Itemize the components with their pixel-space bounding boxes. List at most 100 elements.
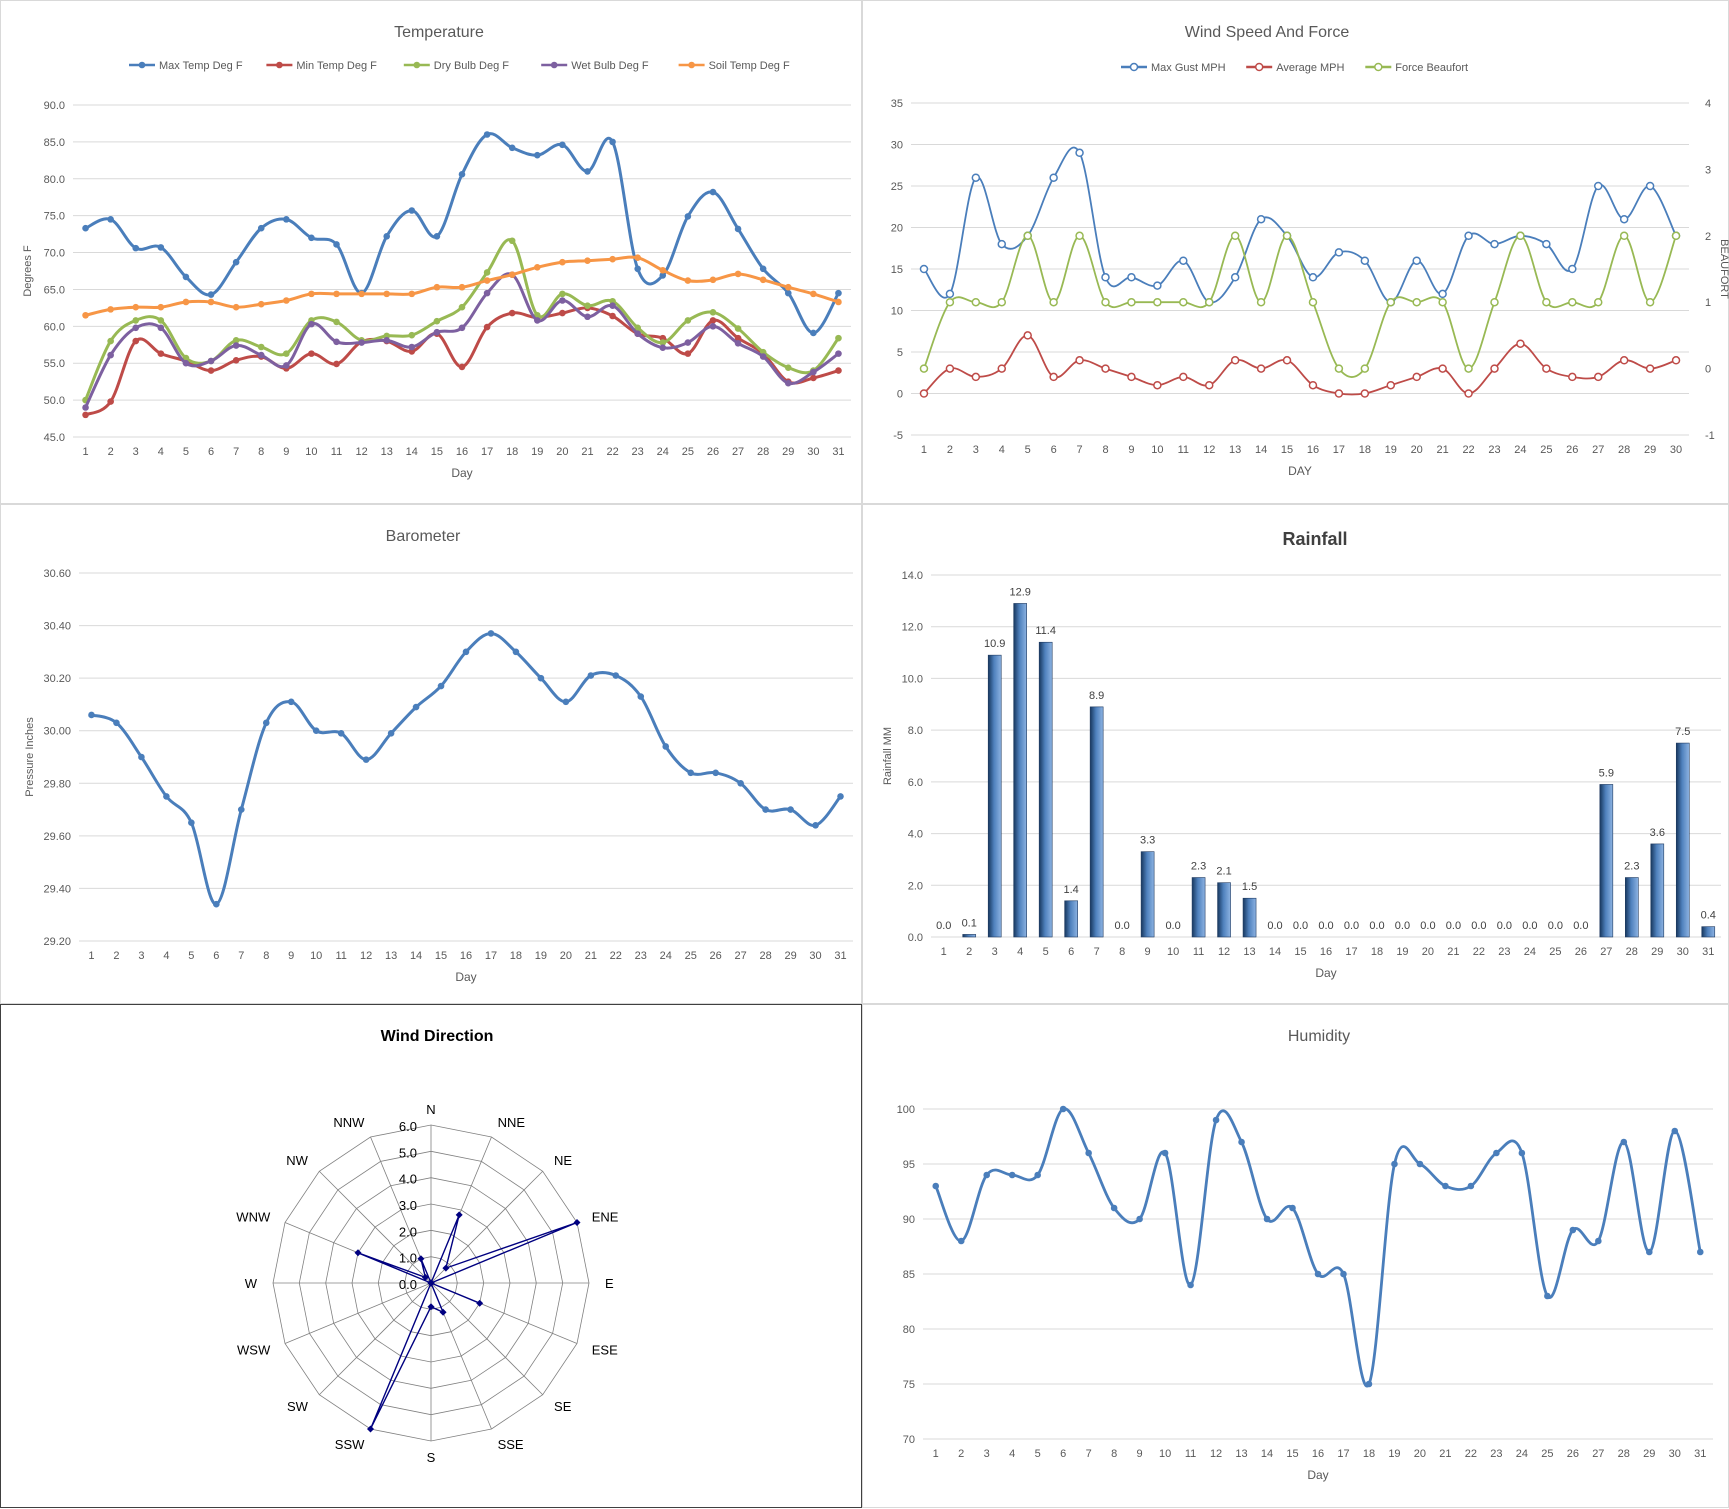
humidity-x-tick-label: 9 bbox=[1137, 1448, 1143, 1460]
rainfall-x-tick-label: 29 bbox=[1651, 946, 1663, 958]
barometer-y-axis-title: Pressure Inches bbox=[24, 717, 36, 797]
rainfall-data-label: 0.0 bbox=[1293, 920, 1308, 932]
humidity-x-tick-label: 18 bbox=[1363, 1448, 1375, 1460]
wind-legend-label: Average MPH bbox=[1276, 62, 1344, 74]
wind-y-tick-label: 30 bbox=[891, 140, 903, 152]
temperature-data-point bbox=[232, 258, 240, 266]
temperature-data-point bbox=[734, 225, 742, 233]
temperature-x-tick-label: 13 bbox=[381, 446, 393, 458]
wind-data-point bbox=[971, 297, 981, 307]
rainfall-y-tick-label: 10.0 bbox=[902, 673, 923, 685]
wind-legend-marker bbox=[1254, 62, 1264, 72]
temperature-legend-marker bbox=[413, 61, 421, 69]
rainfall-x-tick-label: 4 bbox=[1017, 946, 1023, 958]
barometer-data-point bbox=[637, 693, 645, 700]
humidity-x-tick-label: 4 bbox=[1009, 1448, 1015, 1460]
temperature-legend-label: Soil Temp Deg F bbox=[709, 60, 790, 72]
wind-data-point bbox=[1204, 380, 1214, 390]
wind-x-tick-label: 30 bbox=[1670, 444, 1682, 456]
radar-data-point bbox=[354, 1249, 362, 1257]
barometer-data-point bbox=[387, 730, 395, 737]
humidity-x-tick-label: 13 bbox=[1235, 1448, 1247, 1460]
humidity-panel: Humidity 70 75 80 85 90 95 100 1 2 3 4 5 6 7 8 9 10 11 12 13… bbox=[862, 1004, 1729, 1508]
wind-data-point bbox=[1593, 181, 1603, 191]
wind-data-point bbox=[1464, 231, 1473, 241]
humidity-data-point bbox=[932, 1182, 940, 1190]
temperature-data-point bbox=[684, 339, 692, 346]
temperature-data-point bbox=[584, 302, 591, 309]
rainfall-x-tick-label: 21 bbox=[1447, 946, 1459, 958]
wind-data-point bbox=[1516, 339, 1525, 348]
temperature-data-point bbox=[483, 277, 491, 284]
rainfall-y-tick-label: 0.0 bbox=[908, 932, 923, 944]
radar-data-point bbox=[442, 1264, 450, 1272]
wind-data-point bbox=[1412, 297, 1421, 307]
temperature-data-point bbox=[207, 357, 215, 365]
barometer-x-tick-label: 17 bbox=[485, 950, 497, 962]
wind-data-point bbox=[1593, 297, 1603, 307]
barometer-data-point bbox=[262, 719, 270, 727]
humidity-y-tick-label: 90 bbox=[903, 1214, 915, 1226]
radar-r-tick-label: 4.0 bbox=[399, 1172, 417, 1187]
temperature-series-line bbox=[84, 132, 840, 335]
radar-r-tick-label: 5.0 bbox=[399, 1145, 417, 1160]
temperature-y-tick-label: 90.0 bbox=[44, 100, 65, 112]
humidity-x-tick-label: 3 bbox=[984, 1448, 990, 1460]
humidity-x-tick-label: 5 bbox=[1035, 1448, 1041, 1460]
humidity-x-tick-label: 6 bbox=[1060, 1448, 1066, 1460]
wind-x-tick-label: 13 bbox=[1229, 444, 1241, 456]
barometer-x-tick-label: 24 bbox=[660, 950, 672, 962]
barometer-x-tick-label: 3 bbox=[138, 950, 144, 962]
temperature-data-point bbox=[383, 233, 391, 240]
temperature-data-point bbox=[835, 289, 842, 297]
wind-data-point bbox=[1049, 297, 1058, 307]
radar-spoke bbox=[430, 1282, 544, 1396]
temperature-y-tick-label: 55.0 bbox=[44, 358, 65, 370]
barometer-data-point bbox=[662, 743, 670, 750]
wind-x-tick-label: 22 bbox=[1462, 444, 1474, 456]
humidity-data-point bbox=[1645, 1248, 1653, 1256]
temperature-data-point bbox=[182, 273, 190, 281]
barometer-data-point bbox=[412, 703, 420, 711]
humidity-data-point bbox=[1085, 1149, 1092, 1157]
humidity-y-tick-label: 95 bbox=[903, 1159, 915, 1171]
wind-legend-label: Force Beaufort bbox=[1395, 62, 1468, 74]
wind-x-tick-label: 16 bbox=[1307, 444, 1319, 456]
wind-y2-tick-label: 2 bbox=[1705, 231, 1711, 243]
temperature-data-point bbox=[157, 244, 165, 251]
wind-data-point bbox=[1568, 264, 1577, 274]
wind-data-point bbox=[1282, 356, 1292, 365]
temperature-data-point bbox=[458, 363, 466, 371]
temperature-x-tick-label: 11 bbox=[331, 446, 342, 458]
temperature-data-point bbox=[433, 328, 441, 336]
rainfall-data-label: 0.0 bbox=[1548, 920, 1563, 932]
rainfall-x-tick-label: 30 bbox=[1677, 946, 1689, 958]
wind-data-point bbox=[997, 239, 1007, 249]
temperature-data-point bbox=[483, 269, 491, 276]
barometer-data-point bbox=[287, 698, 295, 706]
temperature-data-point bbox=[835, 334, 842, 342]
temperature-legend-label: Min Temp Deg F bbox=[296, 60, 377, 72]
radar-r-tick-label: 0.0 bbox=[399, 1277, 417, 1292]
temperature-y-tick-label: 65.0 bbox=[44, 284, 65, 296]
wind-data-point bbox=[1256, 364, 1266, 373]
temperature-data-point bbox=[759, 353, 767, 360]
barometer-y-tick-label: 29.60 bbox=[43, 831, 71, 843]
wind-data-point bbox=[1204, 297, 1214, 307]
barometer-x-tick-label: 22 bbox=[610, 950, 622, 962]
temperature-data-point bbox=[684, 213, 692, 220]
temperature-data-point bbox=[458, 171, 466, 178]
humidity-x-tick-label: 26 bbox=[1567, 1448, 1579, 1460]
wind-x-tick-label: 9 bbox=[1128, 444, 1134, 456]
temperature-data-point bbox=[659, 272, 667, 279]
barometer-x-tick-label: 18 bbox=[510, 950, 522, 962]
barometer-x-tick-label: 15 bbox=[435, 950, 447, 962]
humidity-x-tick-label: 22 bbox=[1465, 1448, 1477, 1460]
rainfall-x-tick-label: 27 bbox=[1600, 946, 1612, 958]
temperature-data-point bbox=[709, 323, 717, 330]
wind-y-tick-label: 10 bbox=[891, 306, 903, 318]
barometer-x-tick-label: 4 bbox=[163, 950, 169, 962]
barometer-data-point bbox=[762, 806, 769, 813]
humidity-x-tick-label: 8 bbox=[1111, 1448, 1117, 1460]
wind-data-point bbox=[1101, 273, 1110, 282]
